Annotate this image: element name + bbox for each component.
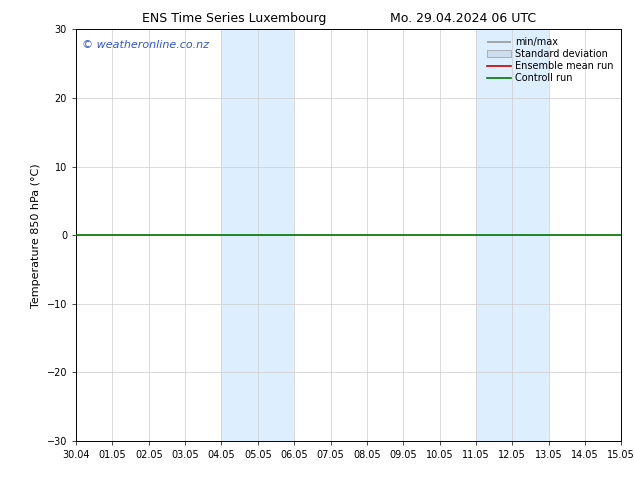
Bar [221, 29, 294, 441]
Text: Mo. 29.04.2024 06 UTC: Mo. 29.04.2024 06 UTC [390, 12, 536, 25]
Legend: min/max, Standard deviation, Ensemble mean run, Controll run: min/max, Standard deviation, Ensemble me… [484, 34, 616, 86]
Text: © weatheronline.co.nz: © weatheronline.co.nz [82, 40, 209, 49]
Y-axis label: Temperature 850 hPa (°C): Temperature 850 hPa (°C) [31, 163, 41, 308]
Text: ENS Time Series Luxembourg: ENS Time Series Luxembourg [143, 12, 327, 25]
Bar [476, 29, 548, 441]
